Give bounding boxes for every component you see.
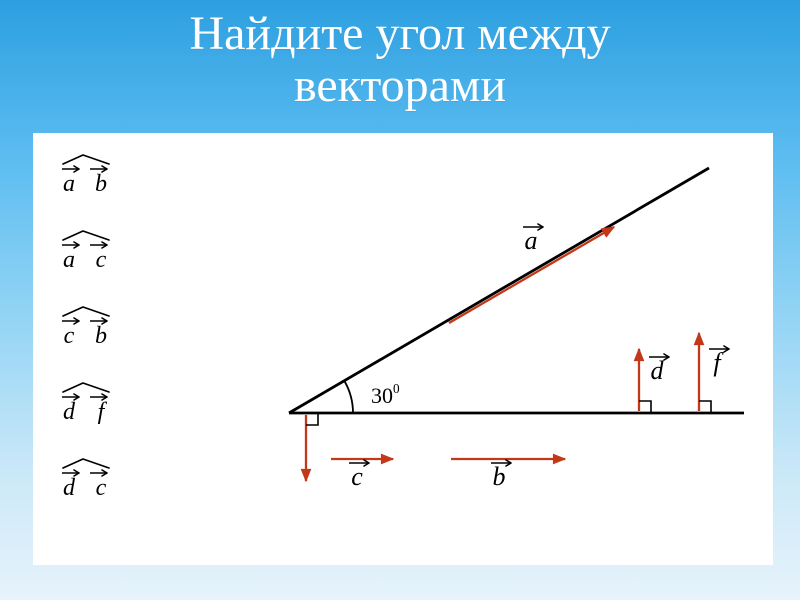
- svg-text:b: b: [95, 171, 107, 197]
- title-line-2: векторами: [294, 59, 506, 112]
- title-line-1: Найдите угол между: [189, 7, 610, 60]
- svg-text:c: c: [64, 323, 75, 349]
- angle-pair: cb: [45, 293, 165, 355]
- svg-text:c: c: [96, 247, 107, 273]
- svg-text:c: c: [351, 462, 363, 491]
- svg-text:d: d: [63, 475, 76, 501]
- svg-text:a: a: [525, 226, 538, 255]
- slide-title: Найдите угол между векторами: [0, 0, 800, 112]
- slide: Найдите угол между векторами abaccbdfdc …: [0, 0, 800, 600]
- angle-pair: df: [45, 369, 165, 431]
- svg-text:f: f: [713, 348, 724, 377]
- svg-text:b: b: [95, 323, 107, 349]
- svg-text:d: d: [63, 399, 76, 425]
- svg-text:a: a: [63, 171, 75, 197]
- angle-pair: dc: [45, 445, 165, 507]
- svg-text:c: c: [96, 475, 107, 501]
- angle-pair: ab: [45, 141, 165, 203]
- angle-pair-list: abaccbdfdc: [45, 141, 165, 521]
- svg-text:300: 300: [371, 381, 400, 408]
- content-panel: abaccbdfdc 300abcdf: [33, 133, 773, 565]
- angle-pair: ac: [45, 217, 165, 279]
- svg-text:f: f: [98, 399, 108, 425]
- svg-text:a: a: [63, 247, 75, 273]
- vector-diagram: 300 a b c d f: [219, 153, 751, 533]
- svg-text:b: b: [493, 462, 506, 491]
- svg-text:d: d: [651, 356, 665, 385]
